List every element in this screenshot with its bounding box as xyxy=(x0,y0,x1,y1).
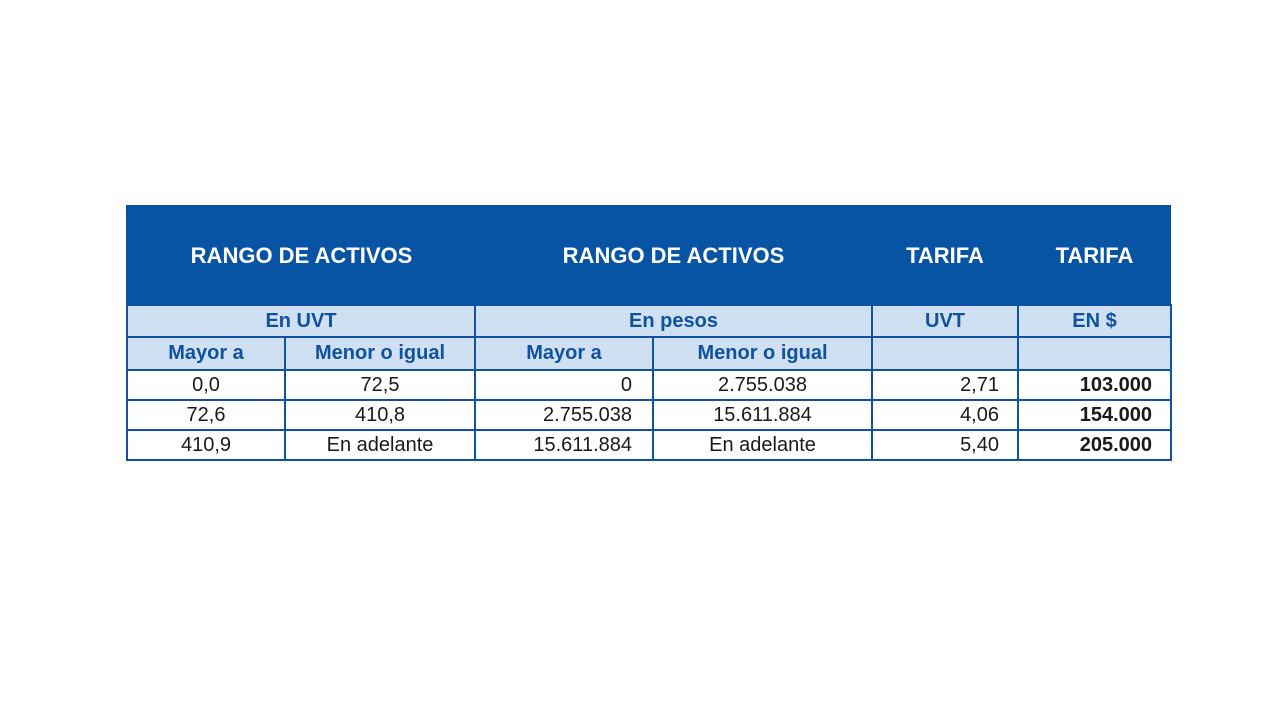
header-band-row: RANGO DE ACTIVOS RANGO DE ACTIVOS TARIFA… xyxy=(126,205,1171,305)
cell-pesos-menor: En adelante xyxy=(652,429,873,461)
table-row: 72,6 410,8 2.755.038 15.611.884 4,06 154… xyxy=(126,399,1172,431)
bound-tarifa-pesos-empty xyxy=(1017,336,1172,371)
table-row: 0,0 72,5 0 2.755.038 2,71 103.000 xyxy=(126,369,1172,401)
cell-tarifa-uvt: 5,40 xyxy=(871,429,1019,461)
bound-tarifa-uvt-empty xyxy=(871,336,1019,371)
cell-uvt-menor: 410,8 xyxy=(284,399,476,431)
cell-uvt-mayor: 0,0 xyxy=(126,369,286,401)
unit-tarifa-pesos: EN $ xyxy=(1017,304,1172,338)
rate-table: RANGO DE ACTIVOS RANGO DE ACTIVOS TARIFA… xyxy=(126,205,1172,461)
unit-tarifa-uvt: UVT xyxy=(871,304,1019,338)
cell-uvt-mayor: 410,9 xyxy=(126,429,286,461)
cell-uvt-mayor: 72,6 xyxy=(126,399,286,431)
bound-uvt-mayor: Mayor a xyxy=(126,336,286,371)
header-tarifa-uvt: TARIFA xyxy=(872,205,1018,305)
bound-pesos-mayor: Mayor a xyxy=(474,336,654,371)
cell-uvt-menor: En adelante xyxy=(284,429,476,461)
header-rango-uvt: RANGO DE ACTIVOS xyxy=(126,205,475,305)
bound-pesos-menor: Menor o igual xyxy=(652,336,873,371)
bound-uvt-menor: Menor o igual xyxy=(284,336,476,371)
cell-pesos-mayor: 0 xyxy=(474,369,654,401)
cell-pesos-mayor: 15.611.884 xyxy=(474,429,654,461)
header-tarifa-pesos: TARIFA xyxy=(1018,205,1171,305)
cell-pesos-mayor: 2.755.038 xyxy=(474,399,654,431)
cell-tarifa-uvt: 4,06 xyxy=(871,399,1019,431)
unit-en-pesos: En pesos xyxy=(474,304,873,338)
cell-tarifa-uvt: 2,71 xyxy=(871,369,1019,401)
units-row: En UVT En pesos UVT EN $ xyxy=(126,304,1172,338)
cell-uvt-menor: 72,5 xyxy=(284,369,476,401)
unit-en-uvt: En UVT xyxy=(126,304,476,338)
cell-pesos-menor: 2.755.038 xyxy=(652,369,873,401)
cell-pesos-menor: 15.611.884 xyxy=(652,399,873,431)
cell-tarifa-pesos: 205.000 xyxy=(1017,429,1172,461)
bounds-row: Mayor a Menor o igual Mayor a Menor o ig… xyxy=(126,336,1172,371)
cell-tarifa-pesos: 154.000 xyxy=(1017,399,1172,431)
table-row: 410,9 En adelante 15.611.884 En adelante… xyxy=(126,429,1172,461)
cell-tarifa-pesos: 103.000 xyxy=(1017,369,1172,401)
header-rango-pesos: RANGO DE ACTIVOS xyxy=(475,205,872,305)
